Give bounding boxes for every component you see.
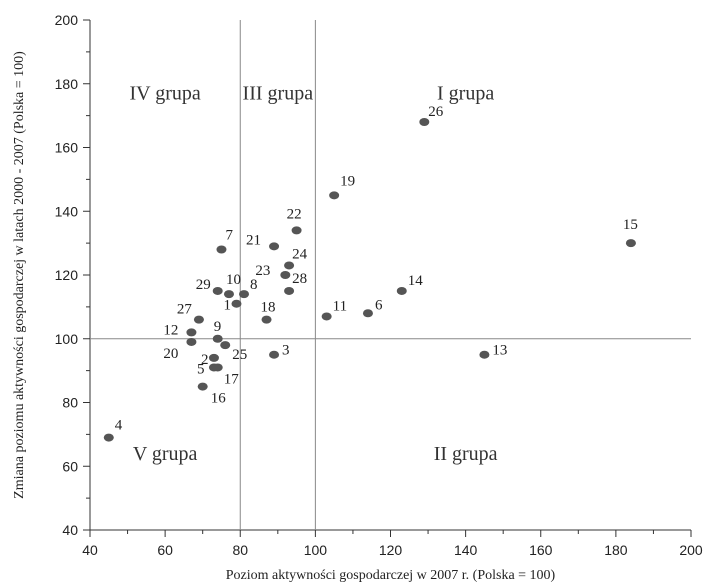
data-point [216,245,227,254]
data-point [208,353,219,362]
data-point [239,290,250,299]
y-tick-label: 60 [62,458,78,474]
group-label: I grupa [437,83,494,105]
data-point-label: 10 [226,272,241,288]
data-point-label: 27 [177,302,193,318]
group-label: V grupa [133,443,198,465]
data-point [291,226,302,235]
data-point-label: 14 [408,273,424,289]
group-label: IV grupa [129,83,200,105]
data-point [212,334,223,343]
x-tick-label: 80 [232,542,248,558]
data-point-label: 19 [340,173,355,189]
data-point-label: 12 [163,322,178,338]
y-tick-label: 180 [55,76,79,92]
x-tick-label: 120 [379,542,403,558]
data-point [223,290,234,299]
data-point [212,286,223,295]
data-point-label: 17 [224,371,240,387]
x-tick-label: 100 [304,542,328,558]
data-point-label: 8 [250,277,258,293]
data-point-label: 2 [201,352,209,368]
data-point [103,433,114,442]
group-labels: I grupa II grupa III grupa IV grupa V grupa [129,83,497,465]
y-tick-label: 40 [62,522,78,538]
data-point-label: 4 [115,418,123,434]
data-point-label: 21 [246,232,261,248]
data-point-label: 22 [287,206,302,222]
data-point [269,242,280,251]
x-tick-label: 40 [82,542,98,558]
y-axis-title: Zmiana poziomu aktywności gospodarczej w… [12,51,27,499]
y-tick-label: 140 [55,203,79,219]
data-point-label: 3 [282,343,290,359]
data-point-label: 16 [211,391,227,407]
y-tick-label: 80 [62,395,78,411]
data-point-label: 15 [623,217,638,233]
data-point-label: 13 [492,343,507,359]
data-point [269,350,280,359]
x-tick-label: 60 [157,542,173,558]
data-point-label: 29 [196,277,211,293]
data-point-label: 24 [292,246,308,262]
data-point-label: 28 [292,271,307,287]
data-point [329,191,340,200]
y-tick-label: 200 [55,12,79,28]
x-tick-label: 140 [454,542,478,558]
data-point [220,341,231,350]
data-point [193,315,204,324]
data-point [197,382,208,391]
data-point [479,350,490,359]
data-point [231,299,242,308]
data-point [280,271,291,279]
data-point [625,239,636,248]
data-point [396,286,407,295]
x-tick-label: 180 [604,542,628,558]
data-point [284,286,295,295]
data-point [284,261,295,270]
y-tick-label: 120 [55,267,79,283]
data-point-label: 18 [261,300,276,316]
data-point [321,312,332,321]
data-point-label: 25 [232,347,247,363]
data-point-label: 9 [214,319,222,335]
data-point-label: 23 [255,263,270,279]
data-point [186,328,197,337]
data-point [212,363,223,372]
data-point [419,118,430,126]
group-label: II grupa [434,443,498,465]
data-point [362,309,373,318]
data-points: 1234567891011121314151617181920212223242… [103,104,638,442]
data-point-label: 1 [223,298,231,314]
x-tick-label: 160 [529,542,553,558]
group-label: III grupa [243,83,314,105]
data-point-label: 20 [163,346,178,362]
y-tick-label: 160 [55,140,79,156]
data-point [261,315,272,324]
x-axis-title: Poziom aktywności gospodarczej w 2007 r.… [226,568,556,583]
data-point-label: 6 [375,297,383,313]
data-point-label: 7 [225,228,233,244]
data-point [186,337,197,346]
data-point-label: 5 [197,361,205,377]
data-point-label: 26 [428,104,444,120]
data-point-label: 11 [333,298,347,314]
y-tick-label: 100 [55,331,79,347]
x-tick-label: 200 [679,542,703,558]
